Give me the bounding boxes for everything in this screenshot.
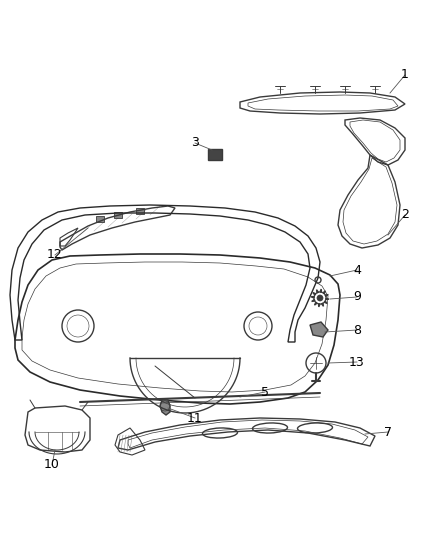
FancyBboxPatch shape [136, 208, 144, 214]
Polygon shape [325, 295, 328, 296]
FancyBboxPatch shape [208, 149, 222, 160]
Polygon shape [313, 293, 316, 295]
Text: 5: 5 [261, 385, 269, 399]
Circle shape [314, 292, 326, 304]
Text: 12: 12 [47, 248, 63, 262]
Polygon shape [318, 304, 320, 307]
Polygon shape [323, 291, 325, 294]
Polygon shape [310, 322, 328, 337]
Text: 2: 2 [401, 208, 409, 222]
Text: 11: 11 [187, 411, 203, 424]
Text: 13: 13 [349, 356, 365, 368]
Text: 3: 3 [191, 136, 199, 149]
Polygon shape [311, 296, 314, 298]
Polygon shape [160, 400, 170, 415]
Text: 4: 4 [353, 263, 361, 277]
Polygon shape [321, 303, 323, 306]
Polygon shape [312, 300, 315, 302]
Text: 9: 9 [353, 290, 361, 303]
Circle shape [317, 295, 323, 301]
Text: 7: 7 [384, 425, 392, 439]
Polygon shape [317, 289, 318, 293]
FancyBboxPatch shape [96, 216, 104, 222]
Polygon shape [320, 289, 321, 292]
Polygon shape [324, 301, 327, 303]
Text: 10: 10 [44, 458, 60, 472]
Text: 1: 1 [401, 69, 409, 82]
Polygon shape [314, 302, 317, 305]
Polygon shape [326, 298, 329, 300]
Text: 8: 8 [353, 324, 361, 336]
FancyBboxPatch shape [114, 212, 122, 218]
